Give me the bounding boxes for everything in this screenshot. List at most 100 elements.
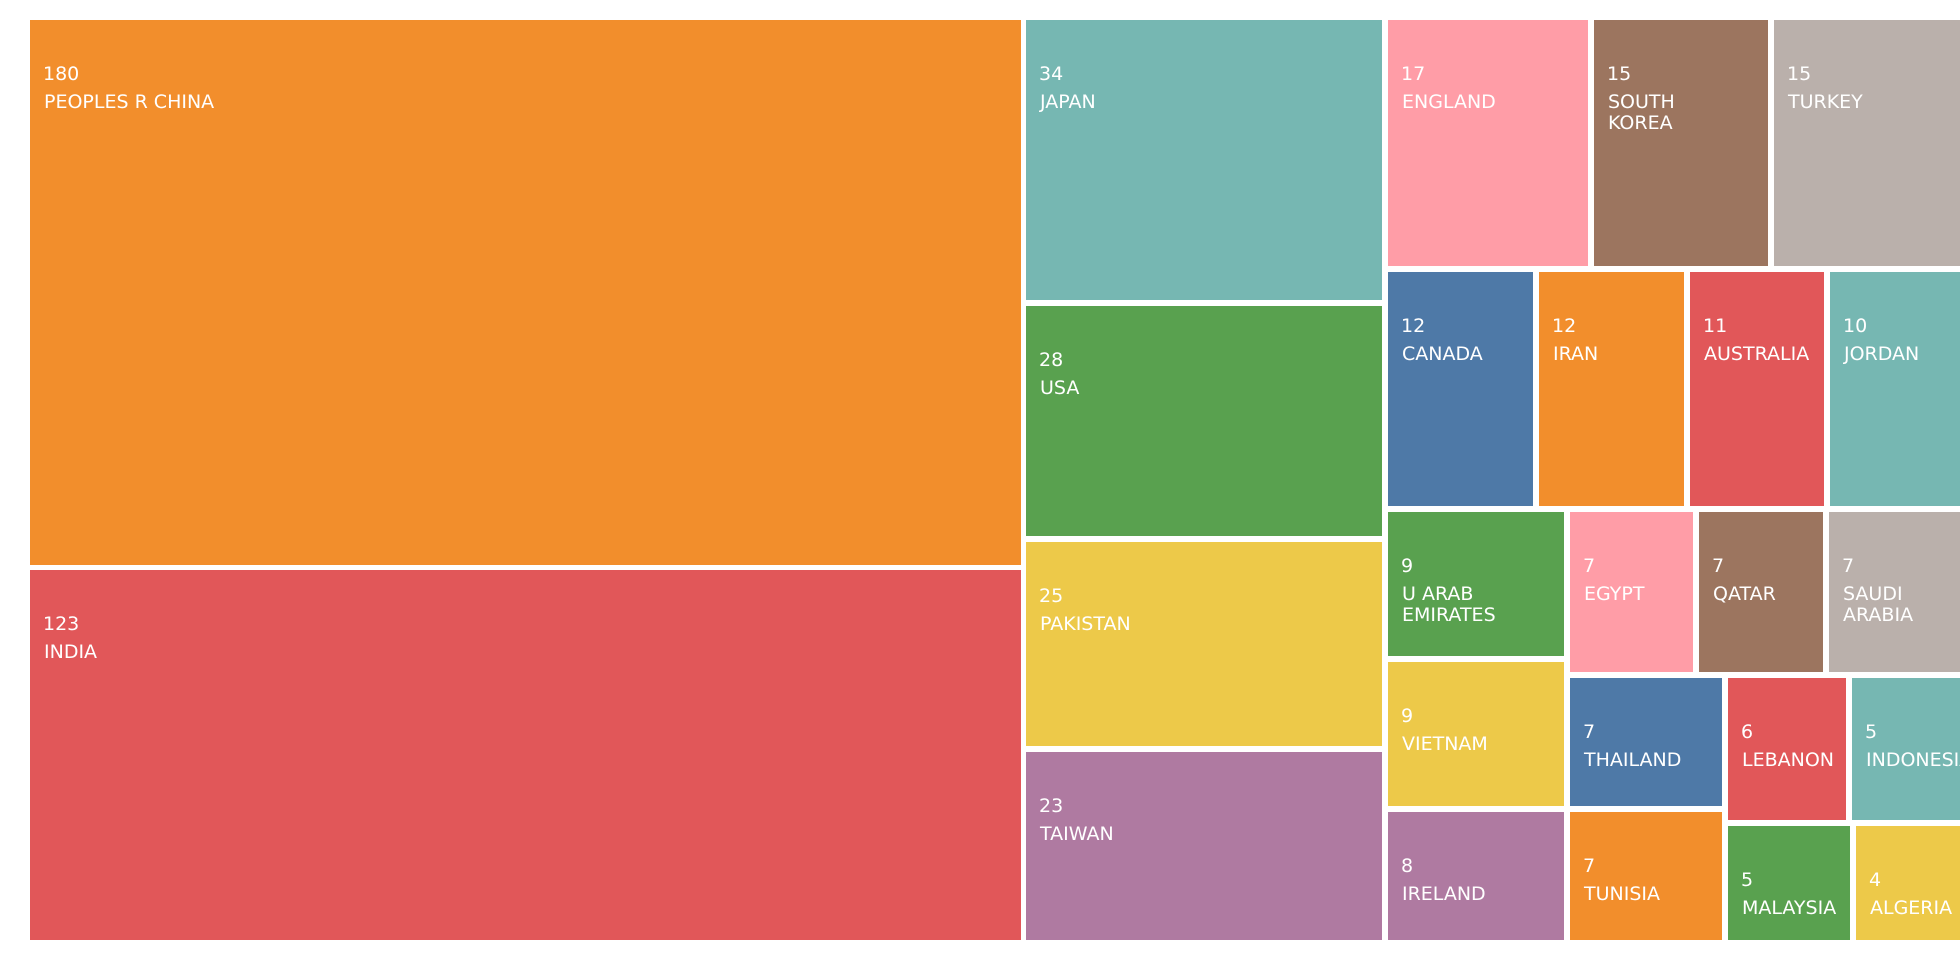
tile-label-vietnam: VIETNAM [1402, 733, 1488, 755]
tile-rect-qatar [1699, 512, 1823, 672]
tile-value-pakistan: 25 [1039, 585, 1063, 607]
tile-rect-pakistan [1026, 542, 1382, 746]
tile-label-canada: CANADA [1402, 343, 1483, 365]
tile-value-algeria: 4 [1869, 869, 1881, 891]
tile-value-south-korea: 15 [1607, 63, 1631, 85]
tile-vietnam: 9 VIETNAM [1388, 662, 1564, 806]
tile-lebanon: 6 LEBANON [1728, 678, 1846, 820]
tile-rect-taiwan [1026, 752, 1382, 940]
tile-value-malaysia: 5 [1741, 869, 1753, 891]
tile-malaysia: 5 MALAYSIA [1728, 826, 1850, 940]
tile-rect-egypt [1570, 512, 1693, 672]
tile-rect-japan [1026, 20, 1382, 300]
tile-label-egypt: EGYPT [1584, 583, 1645, 605]
tile-usa: 28 USA [1026, 306, 1382, 536]
tile-label-australia: AUSTRALIA [1704, 343, 1809, 365]
tile-egypt: 7 EGYPT [1570, 512, 1693, 672]
tile-label-iran: IRAN [1553, 343, 1598, 365]
tile-pakistan: 25 PAKISTAN [1026, 542, 1382, 746]
tile-label-england: ENGLAND [1402, 91, 1496, 113]
tile-rect-usa [1026, 306, 1382, 536]
tile-peoples-r-china: 180 PEOPLES R CHINA [30, 20, 1021, 565]
tile-value-canada: 12 [1401, 315, 1425, 337]
tile-value-australia: 11 [1703, 315, 1727, 337]
tile-value-saudi-arabia: 7 [1842, 555, 1854, 577]
tile-label-turkey: TURKEY [1787, 91, 1863, 113]
tile-label-taiwan: TAIWAN [1039, 823, 1114, 845]
tile-value-usa: 28 [1039, 349, 1063, 371]
tile-value-thailand: 7 [1583, 721, 1595, 743]
tile-label-pakistan: PAKISTAN [1040, 613, 1131, 635]
tile-qatar: 7 QATAR [1699, 512, 1823, 672]
tile-saudi-arabia: 7 SAUDI ARABIA [1829, 512, 1960, 672]
tile-rect-u-arab-emirates [1388, 512, 1564, 656]
tile-rect-saudi-arabia [1829, 512, 1960, 672]
tile-value-taiwan: 23 [1039, 795, 1063, 817]
tile-england: 17 ENGLAND [1388, 20, 1588, 266]
tile-turkey: 15 TURKEY [1774, 20, 1960, 266]
tile-rect-turkey [1774, 20, 1960, 266]
tile-taiwan: 23 TAIWAN [1026, 752, 1382, 940]
tile-value-indonesia: 5 [1865, 721, 1877, 743]
tile-label-india: INDIA [44, 641, 97, 663]
tile-label-jordan: JORDAN [1843, 343, 1919, 365]
tile-canada: 12 CANADA [1388, 272, 1533, 506]
tile-u-arab-emirates: 9 U ARAB EMIRATES [1388, 512, 1564, 656]
tile-ireland: 8 IRELAND [1388, 812, 1564, 940]
tile-label-south-korea: SOUTH KOREA [1608, 91, 1675, 134]
tile-label-indonesia: INDONESIA [1866, 749, 1960, 771]
tile-label-ireland: IRELAND [1402, 883, 1486, 905]
tile-rect-lebanon [1728, 678, 1846, 820]
tile-label-lebanon: LEBANON [1742, 749, 1834, 771]
tile-rect-algeria [1856, 826, 1960, 940]
tile-indonesia: 5 INDONESIA [1852, 678, 1960, 820]
tile-rect-england [1388, 20, 1588, 266]
tile-label-algeria: ALGERIA [1870, 897, 1952, 919]
tile-label-thailand: THAILAND [1583, 749, 1681, 771]
tile-south-korea: 15 SOUTH KOREA [1594, 20, 1768, 266]
tile-value-jordan: 10 [1843, 315, 1867, 337]
tile-rect-india [30, 570, 1021, 940]
tile-rect-australia [1690, 272, 1824, 506]
tile-value-peoples-r-china: 180 [43, 63, 79, 85]
tile-rect-canada [1388, 272, 1533, 506]
tile-rect-indonesia [1852, 678, 1960, 820]
tile-value-qatar: 7 [1712, 555, 1724, 577]
tile-rect-vietnam [1388, 662, 1564, 806]
tile-label-usa: USA [1040, 377, 1079, 399]
tile-rect-malaysia [1728, 826, 1850, 940]
tile-australia: 11 AUSTRALIA [1690, 272, 1824, 506]
tile-label-malaysia: MALAYSIA [1742, 897, 1836, 919]
tile-value-turkey: 15 [1787, 63, 1811, 85]
tile-jordan: 10 JORDAN [1830, 272, 1960, 506]
tile-value-u-arab-emirates: 9 [1401, 555, 1413, 577]
tile-value-lebanon: 6 [1741, 721, 1753, 743]
tile-label-japan: JAPAN [1039, 91, 1096, 113]
tile-rect-iran [1539, 272, 1684, 506]
tile-rect-jordan [1830, 272, 1960, 506]
tile-value-japan: 34 [1039, 63, 1063, 85]
tile-thailand: 7 THAILAND [1570, 678, 1722, 806]
tile-rect-south-korea [1594, 20, 1768, 266]
tile-value-vietnam: 9 [1401, 705, 1413, 727]
tile-india: 123 INDIA [30, 570, 1021, 940]
tile-label-tunisia: TUNISIA [1583, 883, 1660, 905]
tile-label-saudi-arabia: SAUDI ARABIA [1843, 583, 1913, 626]
tile-value-iran: 12 [1552, 315, 1576, 337]
tile-japan: 34 JAPAN [1026, 20, 1382, 300]
tile-value-tunisia: 7 [1583, 855, 1595, 877]
tile-rect-ireland [1388, 812, 1564, 940]
tile-label-u-arab-emirates: U ARAB EMIRATES [1402, 583, 1496, 626]
tile-label-peoples-r-china: PEOPLES R CHINA [44, 91, 214, 113]
tile-value-england: 17 [1401, 63, 1425, 85]
tile-rect-thailand [1570, 678, 1722, 806]
tile-label-qatar: QATAR [1713, 583, 1776, 605]
tile-value-egypt: 7 [1583, 555, 1595, 577]
tile-rect-peoples-r-china [30, 20, 1021, 565]
tile-rect-tunisia [1570, 812, 1722, 940]
tile-value-india: 123 [43, 613, 79, 635]
tile-value-ireland: 8 [1401, 855, 1413, 877]
tile-algeria: 4 ALGERIA [1856, 826, 1960, 940]
